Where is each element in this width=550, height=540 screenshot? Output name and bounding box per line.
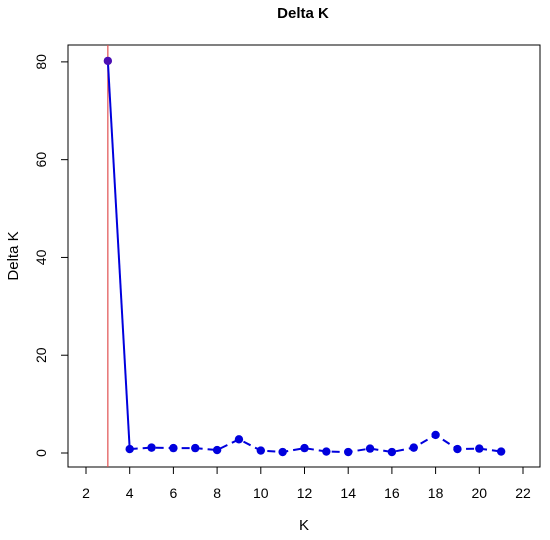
data-point xyxy=(344,447,353,457)
x-tick-label: 10 xyxy=(253,485,269,501)
y-tick-label: 0 xyxy=(33,449,49,457)
data-point xyxy=(125,444,134,454)
y-tick-label: 80 xyxy=(33,54,49,70)
data-point xyxy=(322,447,331,456)
x-tick-label: 6 xyxy=(170,485,178,501)
y-axis-label: Delta K xyxy=(5,231,22,280)
x-tick-label: 14 xyxy=(340,485,356,501)
data-point xyxy=(256,446,265,455)
data-point xyxy=(103,56,113,66)
x-axis-label: K xyxy=(299,517,309,534)
chart-title: Delta K xyxy=(277,5,329,22)
data-point xyxy=(234,435,244,444)
data-point xyxy=(475,444,484,453)
x-tick-label: 22 xyxy=(515,485,531,501)
data-point xyxy=(496,447,506,456)
data-point xyxy=(169,443,178,453)
plot-area xyxy=(103,45,506,467)
data-point xyxy=(191,443,200,453)
x-tick-label: 18 xyxy=(428,485,444,501)
x-tick-label: 20 xyxy=(472,485,488,501)
data-point xyxy=(453,444,462,454)
y-tick-label: 20 xyxy=(33,347,49,363)
plot-frame xyxy=(67,44,541,468)
data-point xyxy=(365,444,375,453)
data-point xyxy=(212,445,222,455)
series-line-dashed xyxy=(129,433,502,454)
x-tick-label: 2 xyxy=(82,485,90,501)
series-line-solid xyxy=(106,60,131,450)
x-tick-label: 12 xyxy=(297,485,313,501)
y-axis: 0 20 40 60 80 xyxy=(33,54,68,457)
x-axis: 2 4 6 8 10 12 14 16 18 20 22 xyxy=(82,467,531,501)
data-point xyxy=(387,447,397,457)
data-point xyxy=(431,430,440,440)
data-point xyxy=(409,443,418,452)
x-tick-label: 16 xyxy=(384,485,400,501)
x-tick-label: 8 xyxy=(213,485,221,501)
y-tick-label: 40 xyxy=(33,249,49,265)
x-tick-label: 4 xyxy=(126,485,134,501)
data-point xyxy=(300,443,309,453)
data-point xyxy=(147,443,156,452)
y-tick-label: 60 xyxy=(33,152,49,168)
data-point xyxy=(278,447,287,457)
